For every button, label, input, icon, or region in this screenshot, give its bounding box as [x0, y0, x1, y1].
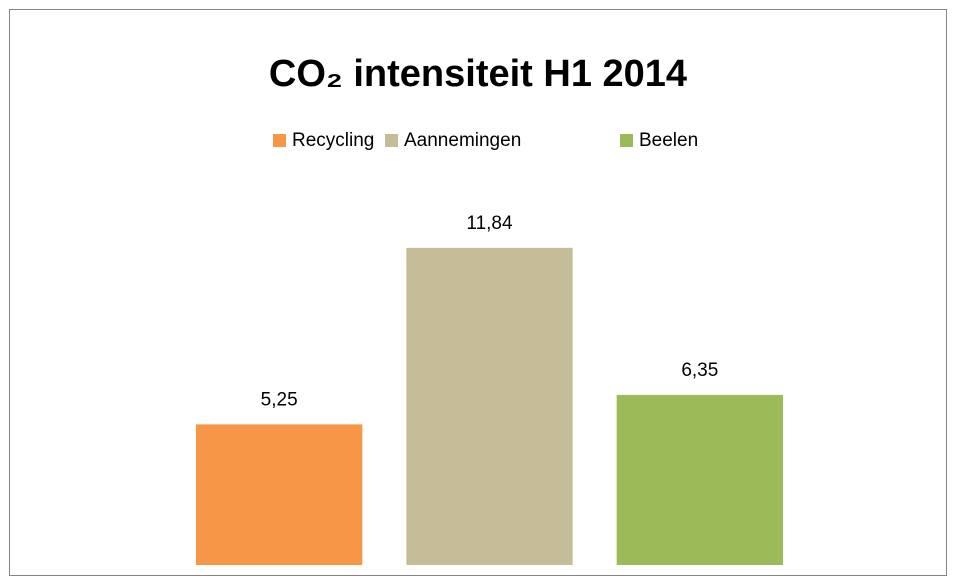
bar: [406, 247, 573, 565]
bar: [616, 394, 783, 565]
data-label: 6,35: [681, 360, 718, 381]
legend-swatch: [385, 134, 398, 147]
data-label: 11,84: [466, 213, 513, 234]
legend-swatch: [273, 134, 286, 147]
chart-title: CO₂ intensiteit H1 2014: [269, 53, 687, 95]
legend-label: Aannemingen: [404, 130, 521, 151]
data-label: 5,25: [261, 389, 298, 410]
legend-label: Beelen: [639, 130, 698, 151]
bar: [196, 424, 363, 565]
legend-swatch: [620, 134, 633, 147]
legend-label: Recycling: [292, 130, 374, 151]
